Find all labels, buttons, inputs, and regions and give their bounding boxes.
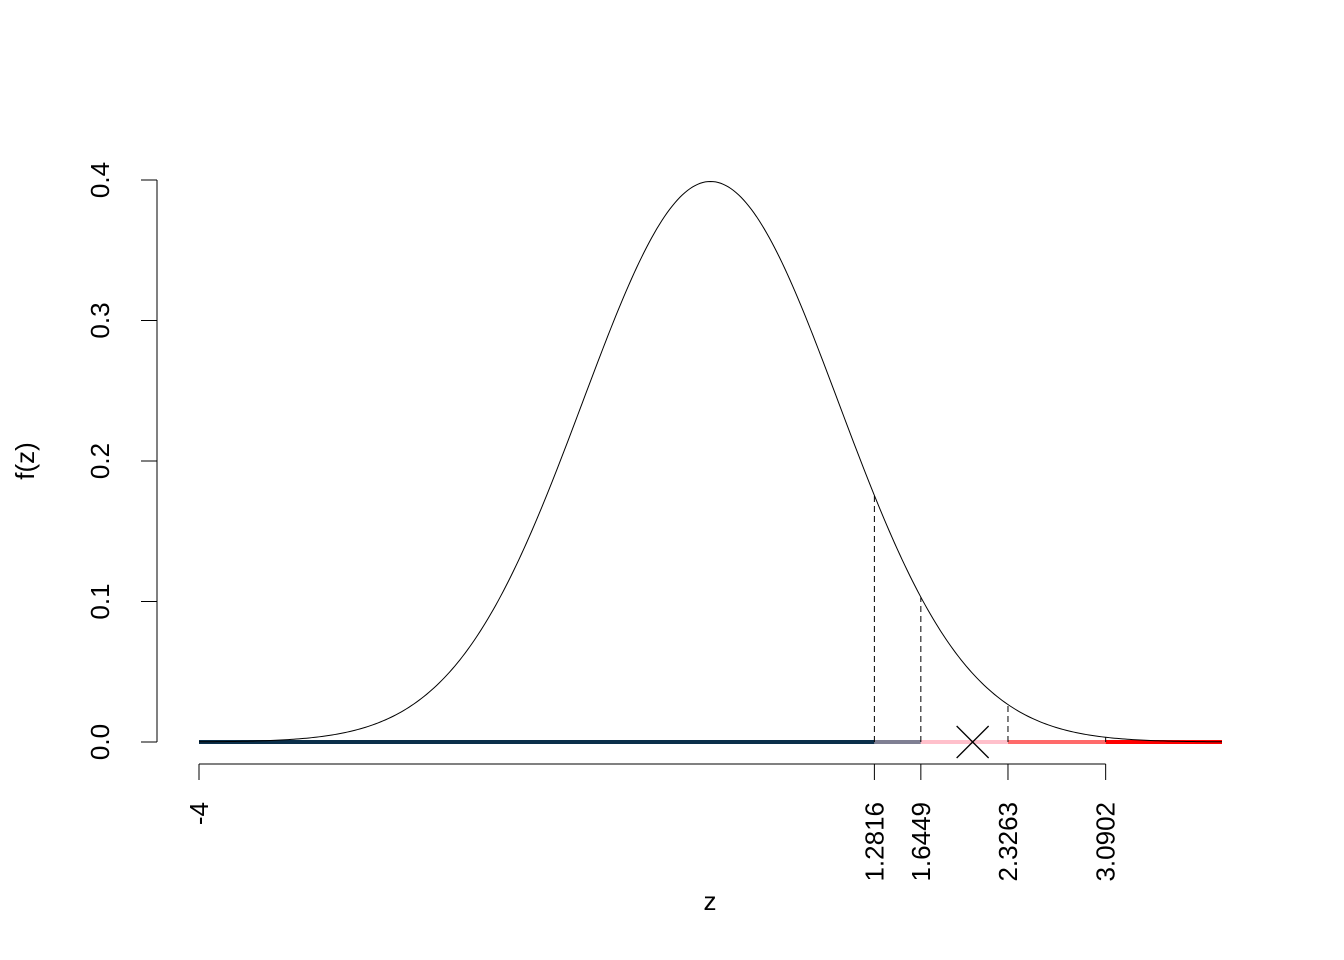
y-tick-label: 0.4 — [85, 162, 115, 198]
y-axis: 0.0 0.1 0.2 0.3 0.4 — [85, 162, 158, 760]
x-tick-label: 1.6449 — [906, 802, 936, 882]
y-tick-label: 0.1 — [85, 583, 115, 619]
x-tick-label: 1.2816 — [859, 802, 889, 882]
x-tick-label: -4 — [184, 802, 214, 825]
density-curve — [198, 180, 1223, 743]
x-axis: -4 1.2816 1.6449 2.3263 3.0902 — [184, 763, 1121, 882]
test-statistic-marker — [956, 725, 990, 759]
y-axis-label: f(z) — [10, 442, 40, 480]
x-tick-label: 3.0902 — [1091, 802, 1121, 882]
y-tick-label: 0.2 — [85, 443, 115, 479]
marker-stroke — [956, 725, 990, 759]
critical-value-drop-lines — [873, 495, 1107, 742]
y-tick-label: 0.3 — [85, 302, 115, 338]
y-tick-label: 0.0 — [85, 724, 115, 760]
x-tick-label: 2.3263 — [993, 802, 1023, 882]
x-axis-label: z — [704, 886, 717, 916]
